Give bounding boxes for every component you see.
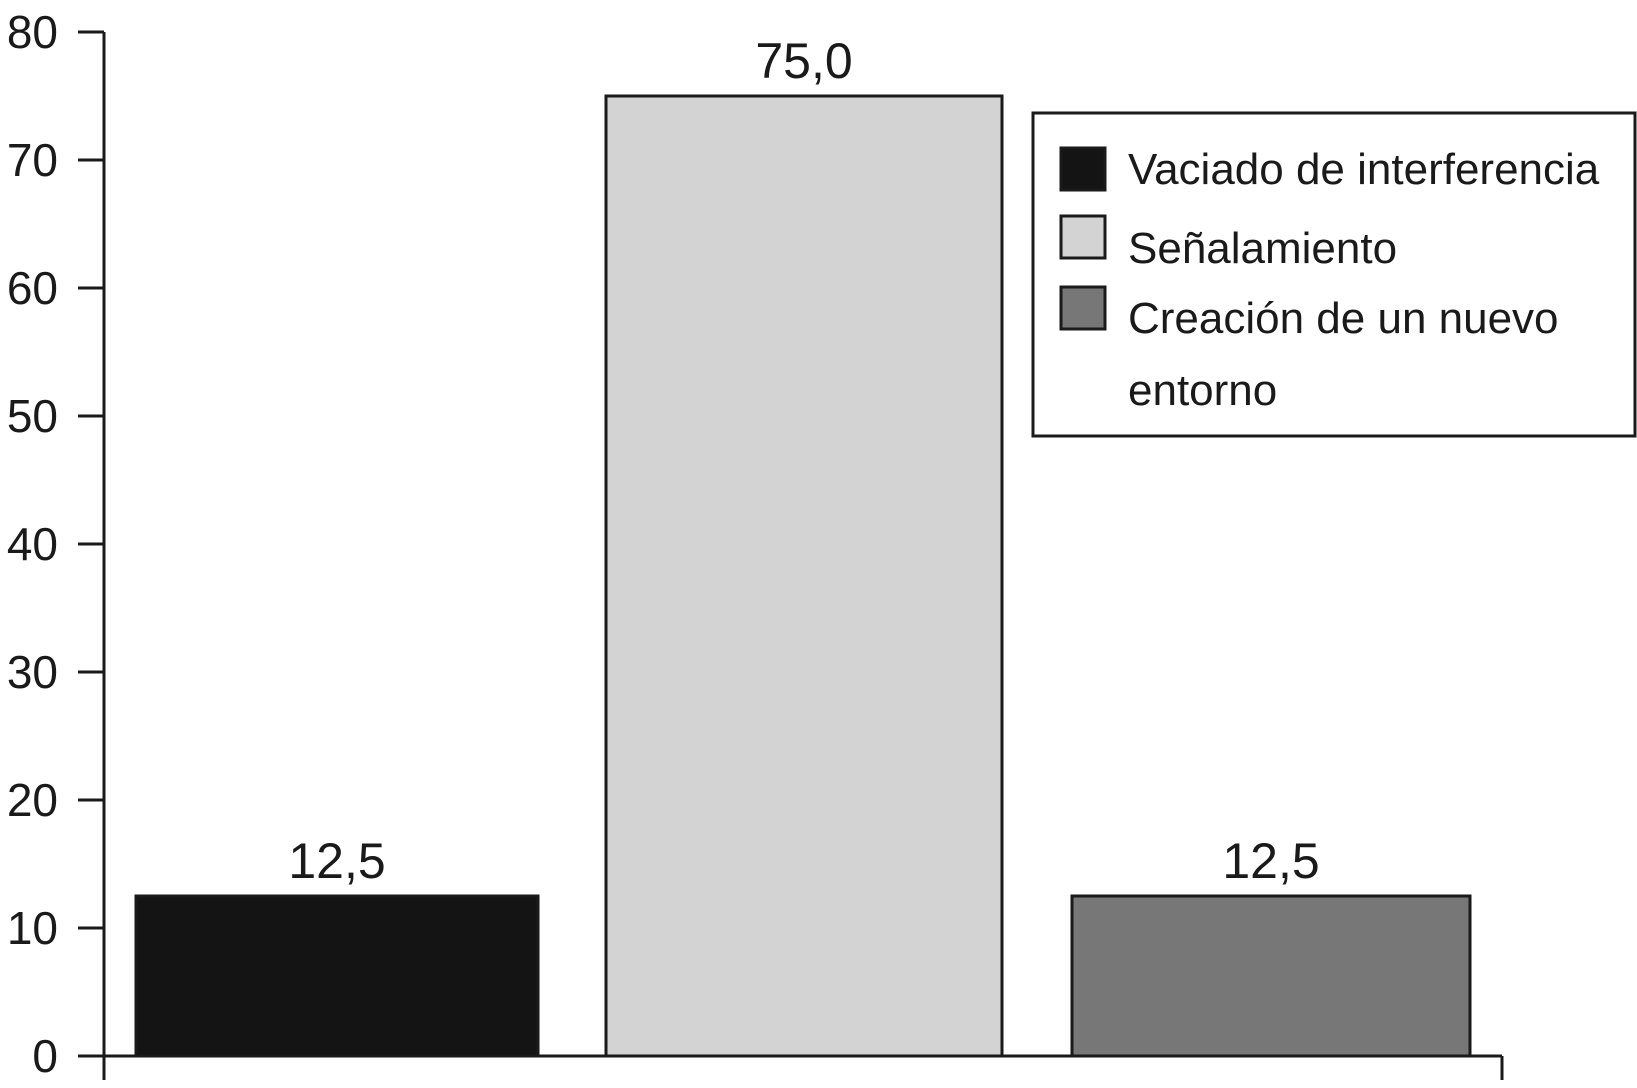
y-tick-label: 60 xyxy=(7,262,58,314)
legend-swatch-1 xyxy=(1059,146,1107,192)
bar-1 xyxy=(134,894,540,1058)
bar-value-label-2: 75,0 xyxy=(755,33,852,89)
axes: 0 10 20 30 40 50 60 70 80 xyxy=(7,6,1504,1082)
y-tick-label: 20 xyxy=(7,774,58,826)
bars xyxy=(134,94,1472,1058)
y-tick-label: 40 xyxy=(7,518,58,570)
legend-label-3: entorno xyxy=(1128,366,1277,415)
legend-label-2: Señalamiento xyxy=(1128,224,1397,273)
bar-value-label-3: 12,5 xyxy=(1222,833,1319,889)
y-tick-label: 50 xyxy=(7,390,58,442)
bar-3 xyxy=(1070,894,1472,1058)
legend-swatch-2 xyxy=(1059,214,1107,260)
y-tick-label: 80 xyxy=(7,6,58,58)
legend-box xyxy=(1031,111,1637,438)
bar-2 xyxy=(604,94,1004,1058)
legend-label-3: Creación de un nuevo xyxy=(1128,294,1559,343)
y-tick-label: 30 xyxy=(7,646,58,698)
legend: Vaciado de interferencia Señalamiento Crea… xyxy=(1031,111,1637,438)
y-tick-label: 70 xyxy=(7,134,58,186)
legend-swatch-3 xyxy=(1059,285,1107,331)
y-tick-label: 0 xyxy=(32,1030,58,1082)
bar-value-label-1: 12,5 xyxy=(288,833,385,889)
y-tick-label: 10 xyxy=(7,902,58,954)
legend-label-1: Vaciado de interferencia xyxy=(1128,145,1600,194)
data-labels: 12,5 75,0 12,5 xyxy=(288,33,1319,889)
